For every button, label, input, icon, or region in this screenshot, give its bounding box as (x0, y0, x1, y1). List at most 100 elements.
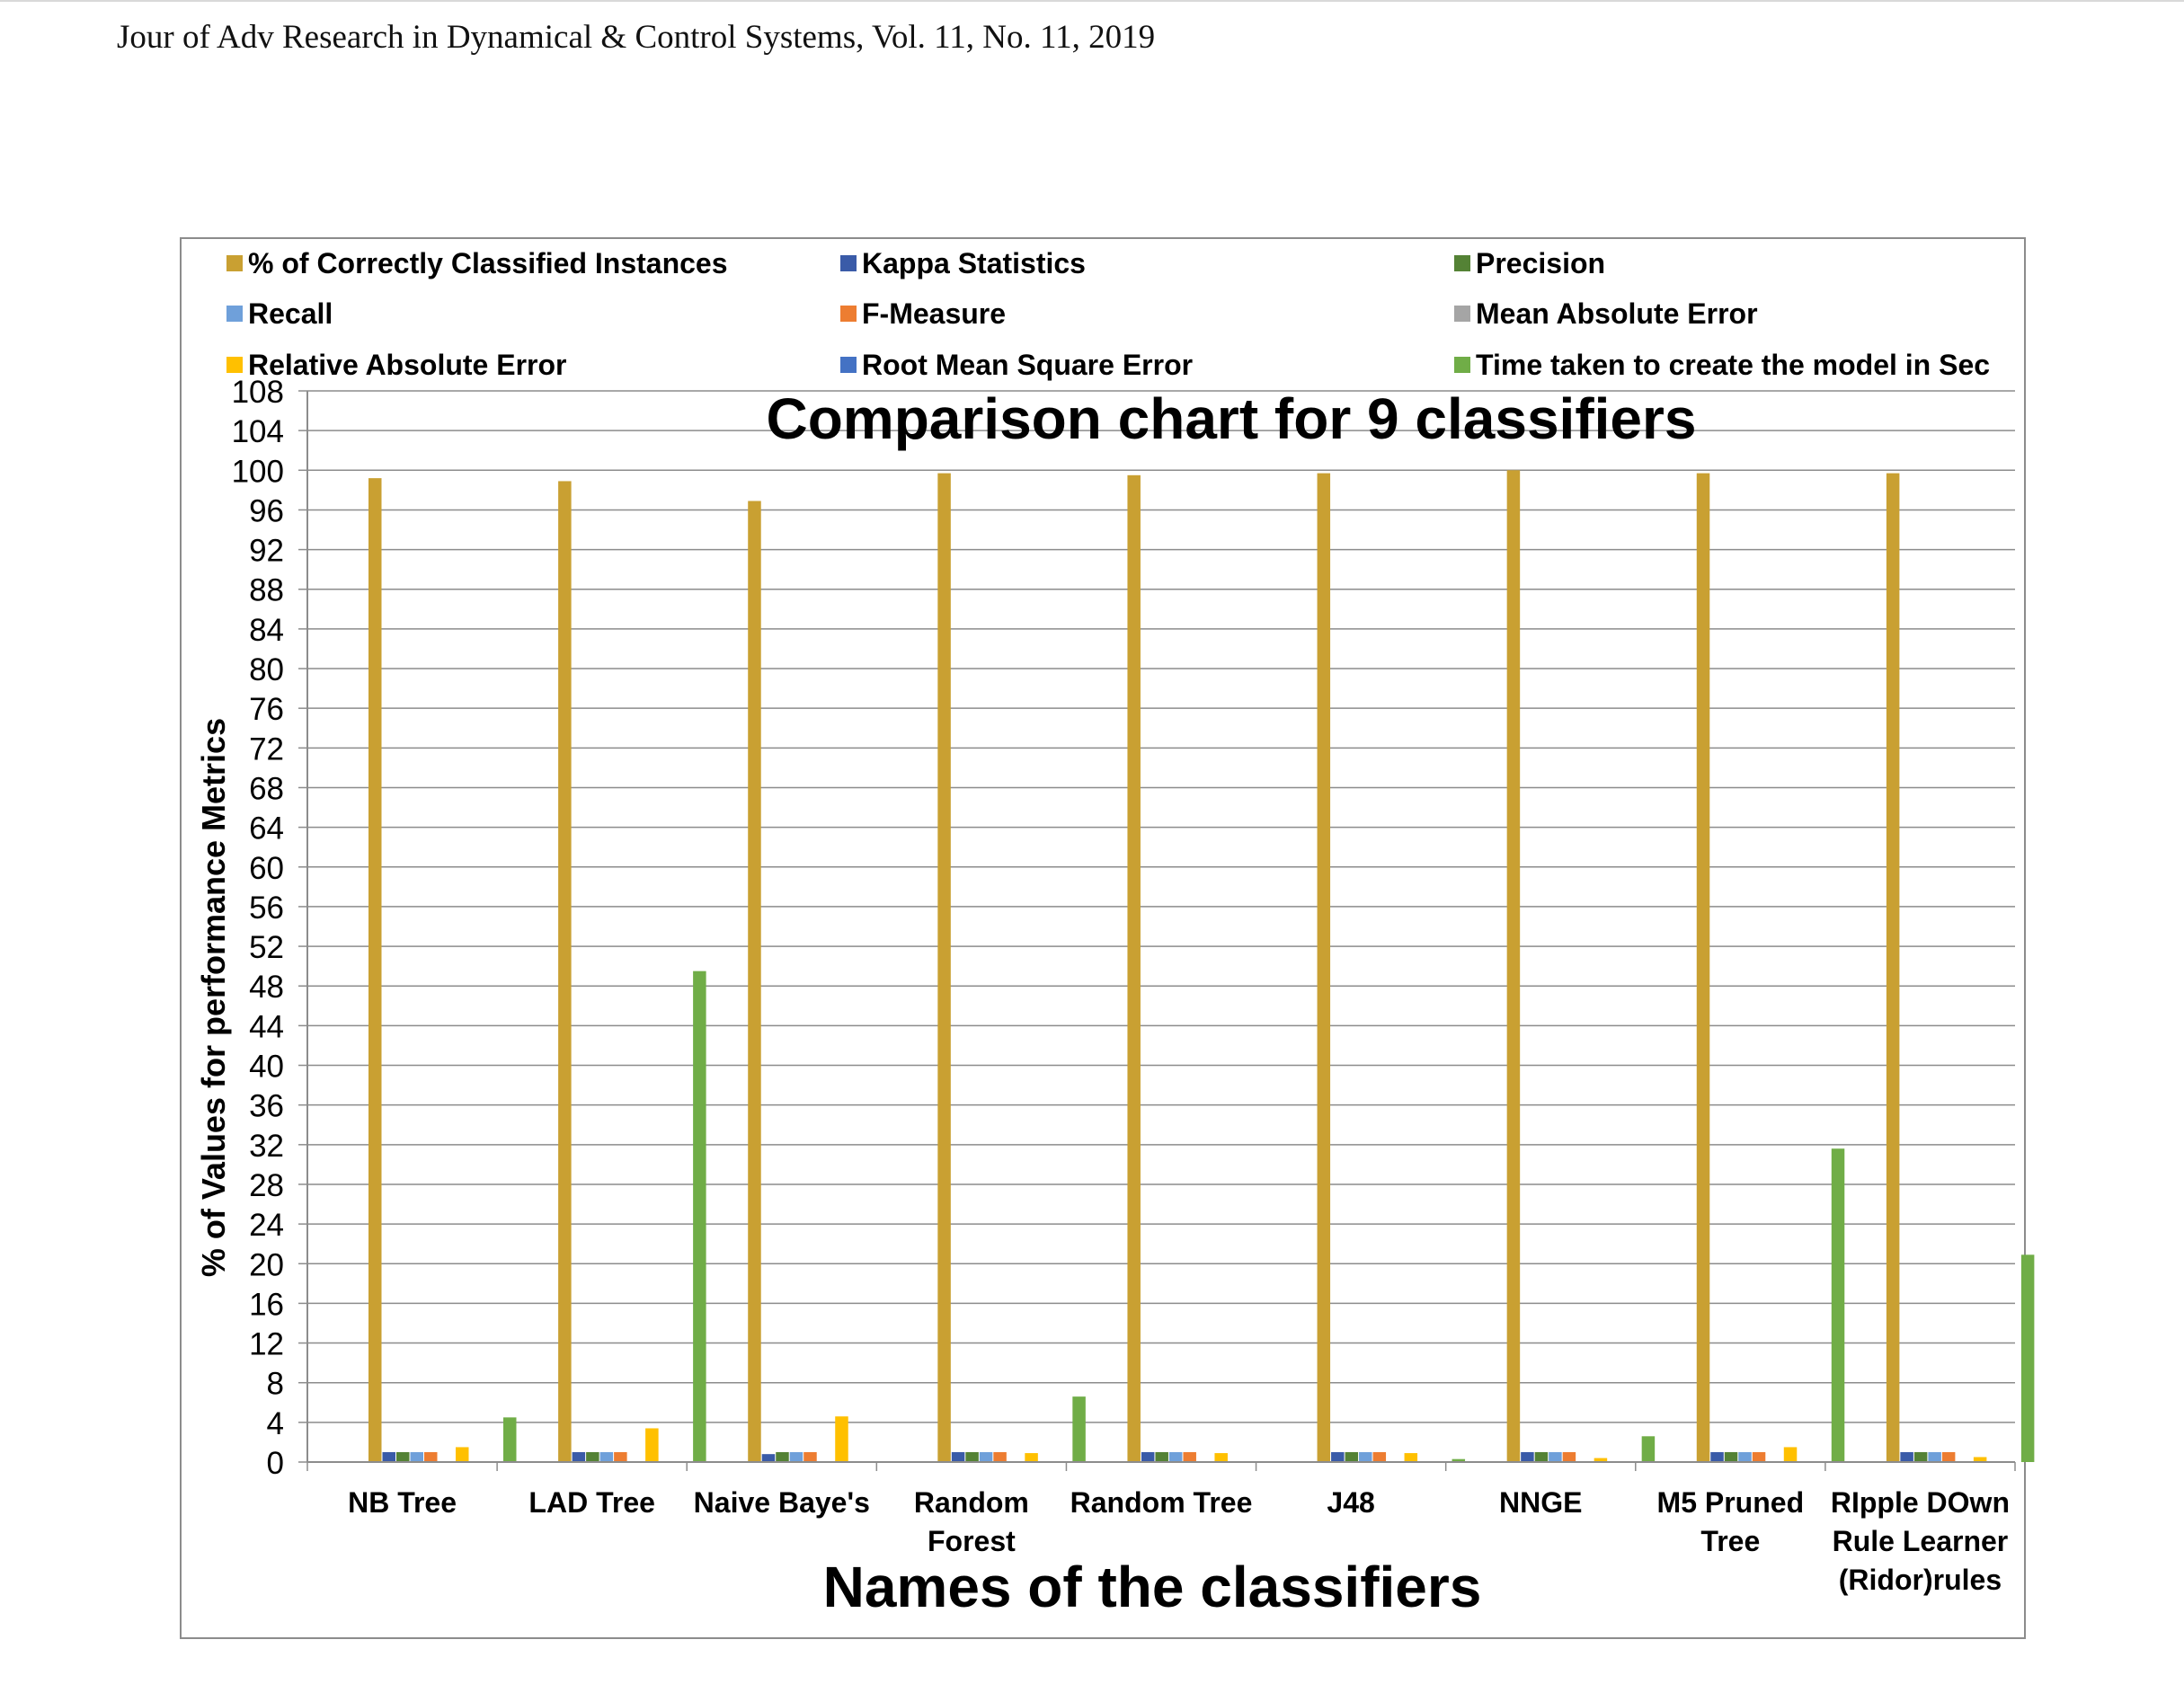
bar (693, 971, 706, 1462)
bar (396, 1451, 410, 1462)
bar (645, 1428, 659, 1462)
bar (979, 1451, 993, 1462)
bar (1183, 1451, 1196, 1462)
legend-label: Time taken to create the model in Sec (1476, 349, 1990, 381)
legend-swatch (840, 357, 857, 373)
bar (965, 1451, 979, 1462)
bar (1724, 1451, 1738, 1462)
bar (1941, 1451, 1956, 1462)
bar (1900, 1451, 1913, 1462)
bar (835, 1416, 848, 1462)
bar (1752, 1451, 1766, 1462)
bar (586, 1451, 599, 1462)
bar (1913, 1451, 1928, 1462)
bar (1506, 470, 1521, 1462)
chart-bars (368, 470, 2035, 1462)
bar (1155, 1451, 1168, 1462)
bar (1404, 1453, 1418, 1462)
x-tick-label: Tree (1700, 1525, 1760, 1557)
x-axis-label: Names of the classifiers (823, 1555, 1482, 1619)
y-tick-label: 64 (249, 811, 284, 846)
journal-header: Jour of Adv Research in Dynamical & Cont… (117, 19, 1156, 56)
bar (1783, 1447, 1798, 1462)
y-axis-label: % of Values for performance Metrics (195, 718, 232, 1277)
bar (599, 1451, 614, 1462)
bar (503, 1417, 517, 1462)
bar (368, 478, 382, 1462)
y-axis-ticks: 0481216202428323640444852566064687276808… (232, 375, 284, 1481)
y-tick-label: 96 (249, 493, 284, 528)
bar (789, 1451, 803, 1462)
top-rule (0, 0, 2184, 2)
y-tick-label: 40 (249, 1050, 284, 1085)
y-tick-label: 68 (249, 771, 284, 806)
bar (1928, 1451, 1941, 1462)
bar (558, 481, 572, 1462)
y-tick-label: 24 (249, 1208, 284, 1243)
bar (1641, 1436, 1656, 1462)
legend-label: Kappa Statistics (862, 247, 1086, 279)
bar (1738, 1451, 1752, 1462)
legend-label: Precision (1476, 247, 1605, 279)
x-tick-label: NB Tree (348, 1486, 457, 1519)
x-tick-label: (Ridor)rules (1839, 1564, 2002, 1596)
legend-label: Recall (248, 297, 333, 330)
bar (1168, 1451, 1183, 1462)
bar (614, 1451, 627, 1462)
bar (1331, 1451, 1345, 1462)
legend-label: Relative Absolute Error (248, 349, 566, 381)
y-tick-label: 56 (249, 891, 284, 926)
y-tick-label: 36 (249, 1089, 284, 1124)
legend-swatch (1454, 357, 1470, 373)
bar (1025, 1453, 1038, 1462)
y-tick-label: 104 (232, 414, 284, 449)
y-tick-label: 88 (249, 573, 284, 608)
x-tick-label: RIpple DOwn (1831, 1486, 2010, 1519)
y-tick-label: 100 (232, 454, 284, 489)
y-tick-label: 52 (249, 930, 284, 965)
y-tick-label: 48 (249, 970, 284, 1005)
y-tick-label: 16 (249, 1287, 284, 1322)
bar (937, 473, 951, 1462)
bar (1345, 1451, 1359, 1462)
bar (1317, 473, 1331, 1462)
legend-label: F-Measure (862, 297, 1006, 330)
bar (748, 501, 761, 1462)
legend-swatch (226, 357, 243, 373)
x-tick-label: M5 Pruned (1657, 1486, 1805, 1519)
legend-label: Root Mean Square Error (862, 349, 1193, 381)
bar (1973, 1457, 1987, 1462)
y-tick-label: 108 (232, 375, 284, 410)
bar (803, 1451, 817, 1462)
bar (951, 1451, 965, 1462)
bar (1710, 1451, 1724, 1462)
bar (572, 1451, 586, 1462)
x-tick-label: Naive Baye's (694, 1486, 870, 1519)
bar (1452, 1458, 1466, 1462)
bar (1141, 1451, 1155, 1462)
bar (1696, 473, 1710, 1462)
bar (1372, 1451, 1387, 1462)
bar (2020, 1254, 2035, 1462)
bar (1072, 1396, 1086, 1462)
legend-label: % of Correctly Classified Instances (248, 247, 728, 279)
x-tick-label: Random Tree (1070, 1486, 1253, 1519)
bar (1127, 474, 1141, 1462)
y-tick-label: 20 (249, 1247, 284, 1282)
x-tick-label: Forest (928, 1525, 1016, 1557)
bar (1594, 1458, 1608, 1462)
y-tick-label: 80 (249, 652, 284, 687)
bar (1534, 1451, 1549, 1462)
y-tick-label: 60 (249, 851, 284, 886)
legend-label: Mean Absolute Error (1476, 297, 1758, 330)
y-tick-label: 32 (249, 1129, 284, 1164)
legend-swatch (840, 306, 857, 322)
bar (1831, 1148, 1845, 1462)
chart-legend: % of Correctly Classified Instances Kappa… (226, 247, 1990, 381)
x-tick-label: NNGE (1499, 1486, 1582, 1519)
legend-swatch (226, 255, 243, 271)
bar (1886, 473, 1900, 1462)
bar (424, 1451, 438, 1462)
legend-swatch (226, 306, 243, 322)
